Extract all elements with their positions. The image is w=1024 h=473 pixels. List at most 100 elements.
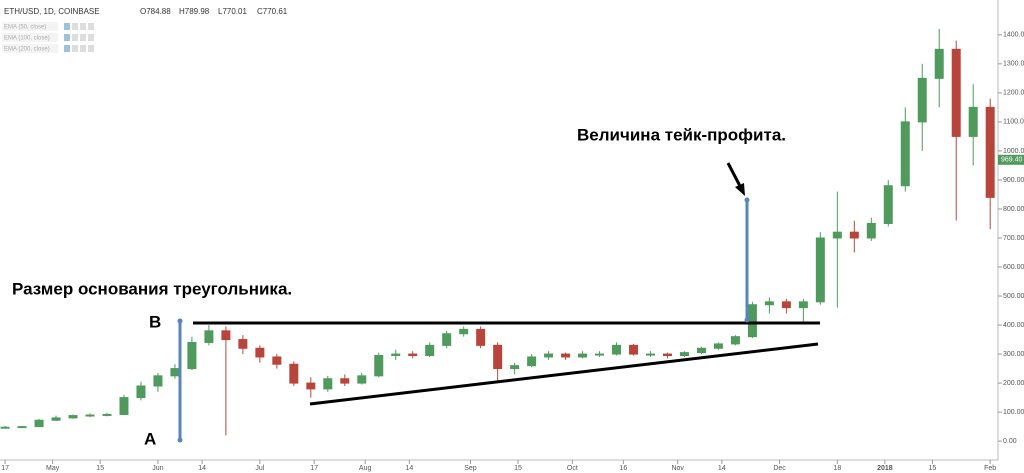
x-tick-label: 18: [833, 465, 841, 472]
candle-body: [17, 426, 27, 429]
indicator-label: EMA (200, close): [4, 47, 50, 53]
candle-body: [255, 347, 265, 358]
candle-body: [730, 336, 740, 345]
candle-body: [272, 356, 282, 365]
candle-body: [968, 106, 978, 137]
indicator-button[interactable]: [72, 23, 78, 30]
candle-body: [764, 301, 774, 306]
y-tick-label: 0.00: [1003, 438, 1017, 445]
candle-body: [153, 375, 163, 387]
candle-body: [340, 378, 350, 384]
indicator-button[interactable]: [80, 34, 86, 41]
indicator-button[interactable]: [64, 34, 70, 41]
point: [744, 317, 750, 323]
candle-body: [527, 356, 537, 367]
candle-body: [798, 301, 808, 309]
candle-body: [612, 344, 622, 355]
candle-body: [662, 353, 672, 357]
candle-body: [917, 77, 927, 123]
candle-body: [679, 352, 689, 357]
indicator-button[interactable]: [88, 23, 94, 30]
candle-body: [985, 106, 995, 198]
candle-body: [696, 347, 706, 354]
indicator-label: EMA (100, close): [4, 36, 50, 42]
support-line: [309, 342, 819, 406]
indicator-button[interactable]: [64, 45, 70, 52]
x-tick-label: Nov: [671, 465, 684, 472]
x-tick-label: 14: [198, 465, 206, 472]
candle-body: [747, 304, 757, 338]
candle-body: [357, 375, 367, 384]
ohlc-value: H789.98: [179, 7, 210, 16]
candle-body: [204, 330, 214, 343]
y-tick-label: 600.00: [1003, 264, 1024, 271]
candle-body: [561, 353, 571, 358]
candle-body: [781, 301, 791, 309]
annotation: Величина тейк-профита.: [577, 125, 786, 144]
candle-body: [136, 385, 146, 399]
y-tick-label: 1300.00: [1003, 61, 1024, 68]
candle-body: [544, 353, 554, 358]
arrow: [726, 162, 743, 189]
candle-body: [187, 341, 197, 370]
x-tick-label: Feb: [984, 465, 996, 472]
candle-body: [849, 231, 859, 239]
candle-body: [51, 417, 61, 421]
point: [177, 318, 183, 324]
indicator-button[interactable]: [80, 23, 86, 30]
candle-body: [323, 378, 333, 390]
ohlc-value: C770.61: [257, 7, 288, 16]
x-tick-label: Dec: [773, 465, 786, 472]
candle-body: [34, 419, 44, 428]
plot: [0, 29, 995, 436]
candle-body: [866, 222, 876, 239]
indicator-button[interactable]: [88, 34, 94, 41]
candle-body: [221, 330, 231, 341]
candle-body: [510, 365, 520, 370]
x-tick-label: Jul: [255, 465, 264, 472]
candle-body: [713, 343, 723, 349]
y-tick-label: 400.00: [1003, 322, 1024, 329]
y-tick-label: 300.00: [1003, 351, 1024, 358]
point: [744, 197, 750, 203]
y-tick-label: 1100.00: [1003, 119, 1024, 126]
y-tick-label: 500.00: [1003, 293, 1024, 300]
candle-body: [170, 368, 180, 377]
point: [177, 437, 183, 443]
y-tick-label: 200.00: [1003, 380, 1024, 387]
indicator-button[interactable]: [64, 23, 70, 30]
ohlc-value: L770.01: [218, 7, 247, 16]
y-tick-label: 1400.00: [1003, 32, 1024, 39]
symbol: ETH/USD, 1D, COINBASE: [4, 7, 100, 16]
candle-body: [85, 414, 95, 417]
ohlc-value: O784.88: [140, 7, 171, 16]
y-tick-label: 1000.00: [1003, 148, 1024, 155]
candle-body: [408, 353, 418, 357]
indicator-box: [2, 33, 58, 42]
annotation: A: [144, 429, 156, 448]
annotation: Размер основания треугольника.: [12, 279, 292, 298]
candle-body: [119, 397, 129, 415]
candle-body: [238, 339, 248, 349]
indicator-button[interactable]: [72, 45, 78, 52]
candle-body: [629, 344, 639, 355]
candle-body: [815, 237, 825, 303]
x-tick-label: 16: [619, 465, 627, 472]
candle-body: [595, 353, 605, 356]
annotation: B: [149, 312, 161, 331]
candle-body: [476, 328, 486, 346]
arrow-head: [735, 183, 745, 196]
candle-body: [832, 231, 842, 239]
indicator-button[interactable]: [88, 45, 94, 52]
x-tick-label: Jun: [152, 465, 163, 472]
x-tick-label: 17: [310, 465, 318, 472]
candle-body: [374, 355, 384, 377]
candle-body: [391, 353, 401, 357]
x-tick-label: Oct: [567, 465, 578, 472]
x-tick-label: 14: [405, 465, 413, 472]
indicator-button[interactable]: [80, 45, 86, 52]
candle-body: [493, 344, 503, 370]
candle-body: [68, 415, 78, 419]
x-tick-label: Sep: [464, 465, 477, 472]
indicator-button[interactable]: [72, 34, 78, 41]
